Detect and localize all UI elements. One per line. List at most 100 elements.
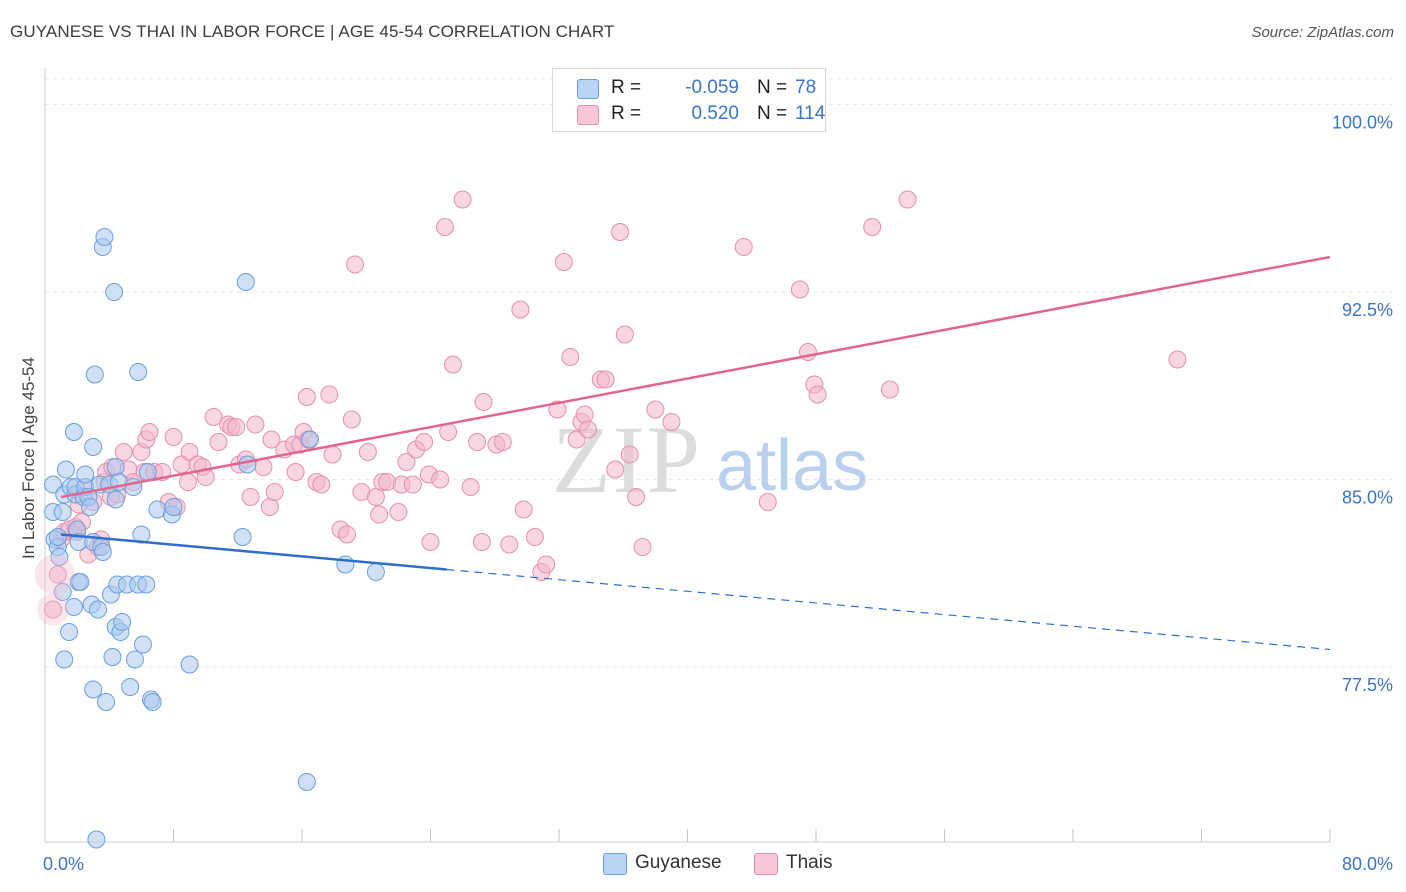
correlation-legend: R = -0.059 N = 78 R = 0.520 N = 114 — [552, 68, 826, 132]
guyanese-point — [103, 648, 122, 666]
thais-point — [880, 380, 899, 399]
legend-label: Guyanese — [635, 852, 722, 873]
thais-point — [898, 190, 917, 209]
r-value: 0.520 — [691, 103, 739, 124]
guyanese-point — [85, 365, 104, 384]
thais-point — [758, 493, 777, 511]
thais-point — [44, 600, 63, 619]
guyanese-point — [76, 465, 95, 484]
thais-point — [178, 473, 197, 491]
thais-point — [611, 223, 630, 241]
thais-point — [260, 498, 279, 516]
guyanese-legend-swatch — [603, 853, 627, 875]
thais-point — [48, 565, 67, 584]
thais-point — [246, 415, 265, 434]
thais-point — [790, 280, 809, 299]
guyanese-point — [125, 650, 144, 669]
guyanese-point — [55, 650, 74, 669]
axis-labels: 100.0% 92.5% 85.0% 77.5% 0.0% 80.0% In Labor F… — [19, 113, 1393, 875]
y-tick-label: 85.0% — [1342, 488, 1393, 508]
thais-point — [366, 488, 385, 506]
thais-point — [453, 190, 472, 209]
guyanese-point — [164, 498, 183, 516]
thais-point — [227, 418, 246, 436]
thais-point — [461, 478, 480, 496]
guyanese-point — [89, 600, 108, 619]
thais-point — [537, 555, 556, 574]
thais-point — [474, 393, 493, 411]
guyanese-point — [53, 583, 72, 601]
thais-point — [627, 488, 646, 506]
thais-point — [734, 238, 753, 256]
thais-point — [140, 423, 159, 441]
thais-point — [808, 385, 827, 404]
r-label: R = — [611, 77, 642, 98]
thais-point — [514, 500, 533, 519]
n-value: 78 — [795, 77, 817, 98]
thais-point — [863, 218, 882, 236]
thais-point — [596, 370, 615, 389]
thais-point — [241, 488, 260, 506]
guyanese-point — [87, 830, 106, 849]
thais-point — [615, 325, 634, 344]
guyanese-point — [233, 528, 252, 546]
thais-point — [468, 433, 487, 451]
thais-point — [525, 528, 544, 546]
thais-trend-line — [60, 255, 1331, 499]
thais-point — [403, 475, 422, 494]
thais-point — [472, 533, 491, 551]
thais-point — [323, 445, 342, 464]
thais-swatch — [577, 105, 599, 125]
thais-point — [561, 348, 580, 366]
source-label: Source: ZipAtlas.com — [1251, 24, 1394, 41]
y-tick-label: 100.0% — [1332, 113, 1393, 133]
thais-point — [431, 470, 450, 489]
watermark-atlas: atlas — [716, 426, 868, 506]
guyanese-point — [113, 613, 132, 631]
guyanese-point — [138, 463, 157, 481]
y-axis-title: In Labor Force | Age 45-54 — [19, 357, 38, 559]
chart-title: GUYANESE VS THAI IN LABOR FORCE | AGE 45… — [10, 22, 615, 41]
thais-point — [662, 413, 681, 431]
axes — [44, 68, 1331, 843]
thais-point — [554, 253, 573, 271]
guyanese-point — [53, 503, 72, 521]
guyanese-point — [80, 498, 99, 516]
guyanese-point — [301, 430, 320, 449]
guyanese-point — [106, 458, 125, 476]
thais-point — [633, 538, 652, 556]
data-points — [34, 190, 1187, 849]
thais-point — [337, 525, 356, 544]
y-tick-label: 77.5% — [1342, 675, 1393, 695]
thais-point — [209, 433, 228, 451]
r-label: R = — [611, 103, 642, 124]
watermark: ZIP atlas — [552, 406, 868, 513]
guyanese-point — [84, 438, 103, 456]
guyanese-point — [64, 423, 83, 441]
n-label: N = — [757, 103, 788, 124]
thais-point — [370, 505, 389, 524]
n-label: N = — [757, 77, 788, 98]
thais-point — [606, 460, 625, 479]
guyanese-point — [56, 460, 75, 479]
thais-point — [204, 408, 223, 426]
thais-point — [421, 533, 440, 551]
guyanese-point — [48, 528, 67, 546]
thais-point — [1168, 350, 1187, 369]
thais-point — [500, 535, 519, 554]
thais-point — [435, 218, 454, 236]
thais-point — [620, 445, 639, 464]
guyanese-point — [64, 598, 83, 616]
guyanese-point — [50, 548, 69, 566]
guyanese-swatch — [577, 79, 599, 99]
thais-point — [575, 405, 594, 424]
x-tick-label: 80.0% — [1342, 854, 1393, 874]
guyanese-point — [95, 228, 114, 246]
guyanese-point — [121, 678, 140, 696]
n-value: 114 — [795, 103, 826, 124]
trend-lines — [60, 255, 1331, 651]
x-tick-label: 0.0% — [43, 854, 84, 874]
thais-point — [493, 433, 512, 451]
thais-point — [262, 430, 281, 449]
